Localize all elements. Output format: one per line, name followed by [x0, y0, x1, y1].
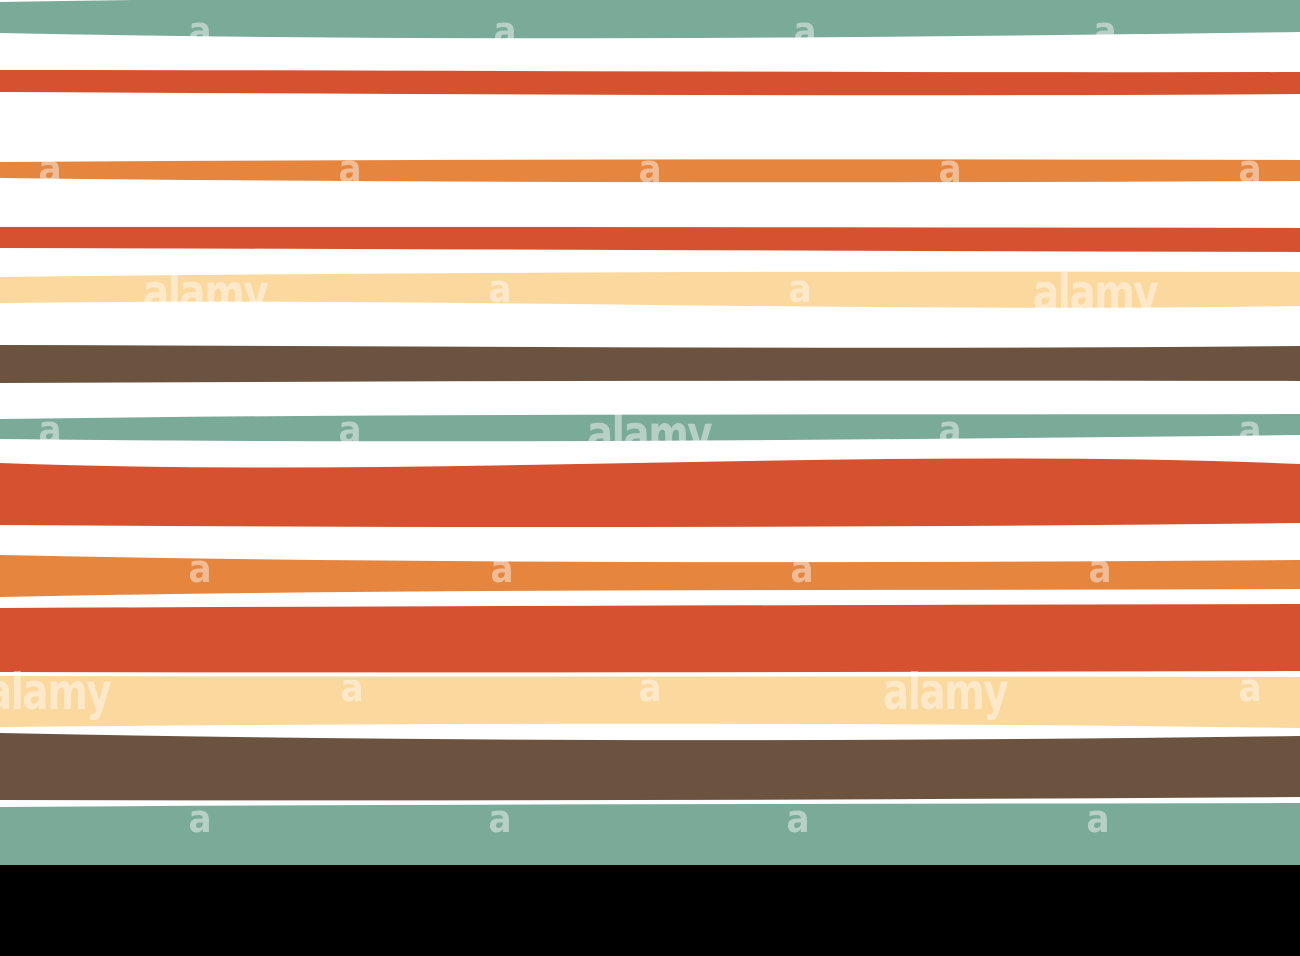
teal-stripe-top	[0, 0, 1300, 39]
orange-stripe-1	[0, 159, 1300, 183]
red-stripe-wide-1	[0, 458, 1300, 528]
yellow-stripe-2	[0, 676, 1300, 728]
striped-pattern	[0, 0, 1300, 870]
orange-stripe-2	[0, 555, 1300, 597]
yellow-stripe-1	[0, 271, 1300, 308]
brown-stripe-1	[0, 345, 1300, 383]
red-stripe-2	[0, 227, 1300, 252]
red-stripe-1	[0, 70, 1300, 96]
teal-stripe-middle	[0, 414, 1300, 442]
red-stripe-wide-2	[0, 604, 1300, 673]
teal-stripe-bottom	[0, 803, 1300, 870]
footer-bar: alamy Image ID: 2WKDW67 www.alamy.com	[0, 865, 1300, 956]
brown-stripe-2	[0, 733, 1300, 801]
